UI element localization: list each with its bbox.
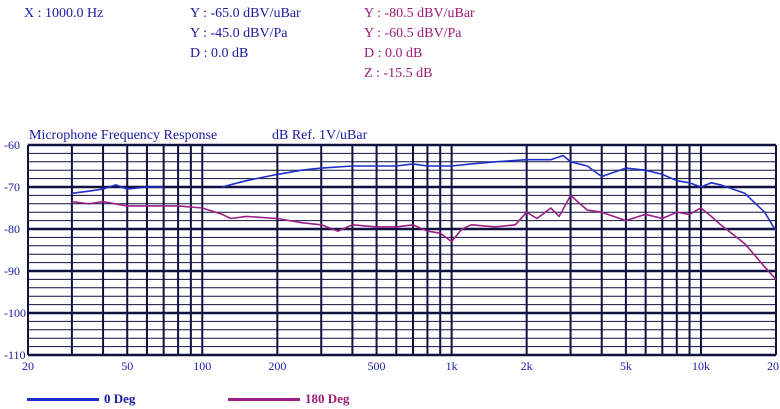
y-tick-label: -100	[4, 306, 26, 320]
legend-label-180-deg: 180 Deg	[305, 391, 350, 406]
y-tick-label: -60	[4, 138, 20, 152]
x-tick-label: 2k	[521, 359, 533, 373]
pink-readouts: Y : -80.5 dBV/uBar Y : -60.5 dBV/Pa D : …	[364, 4, 475, 84]
y-tick-label: -90	[4, 264, 20, 278]
blue-readout-d: D : 0.0 dB	[190, 46, 249, 61]
legend-label-0-deg: 0 Deg	[104, 391, 136, 406]
chart-labels: Microphone Frequency Response dB Ref. 1V…	[4, 128, 780, 373]
x-tick-label: 500	[368, 359, 386, 373]
x-tick-label: 10k	[692, 359, 710, 373]
x-tick-label: 200	[268, 359, 286, 373]
x-tick-label: 1k	[446, 359, 458, 373]
blue-readouts: Y : -65.0 dBV/uBar Y : -45.0 dBV/Pa D : …	[190, 4, 301, 64]
blue-readout-y-pa: Y : -45.0 dBV/Pa	[190, 26, 288, 41]
y-tick-label: -80	[4, 222, 20, 236]
pink-readout-z: Z : -15.5 dB	[364, 66, 433, 81]
cursor-x-readout: X : 1000.0 Hz	[24, 6, 104, 21]
chart-grid	[27, 143, 777, 357]
x-tick-label: 50	[121, 359, 133, 373]
blue-readout-y-ubar: Y : -65.0 dBV/uBar	[190, 6, 301, 21]
x-tick-label: 5k	[620, 359, 632, 373]
legend-swatch-180-deg	[228, 398, 300, 401]
series-line-0-deg	[71, 154, 777, 232]
x-tick-label: 100	[193, 359, 211, 373]
pink-readout-d: D : 0.0 dB	[364, 46, 423, 61]
x-tick-label: 20k	[767, 359, 780, 373]
chart-y-axis-label: dB Ref. 1V/uBar	[272, 128, 368, 143]
series-line-180-deg	[71, 194, 777, 280]
legend-swatch-0-deg	[27, 398, 99, 401]
y-tick-label: -70	[4, 180, 20, 194]
x-tick-label: 20	[22, 359, 34, 373]
y-tick-label: -110	[4, 348, 26, 362]
pink-readout-y-ubar: Y : -80.5 dBV/uBar	[364, 6, 475, 21]
chart-title: Microphone Frequency Response	[29, 128, 217, 143]
chart-series	[71, 154, 777, 280]
pink-readout-y-pa: Y : -60.5 dBV/Pa	[364, 26, 462, 41]
